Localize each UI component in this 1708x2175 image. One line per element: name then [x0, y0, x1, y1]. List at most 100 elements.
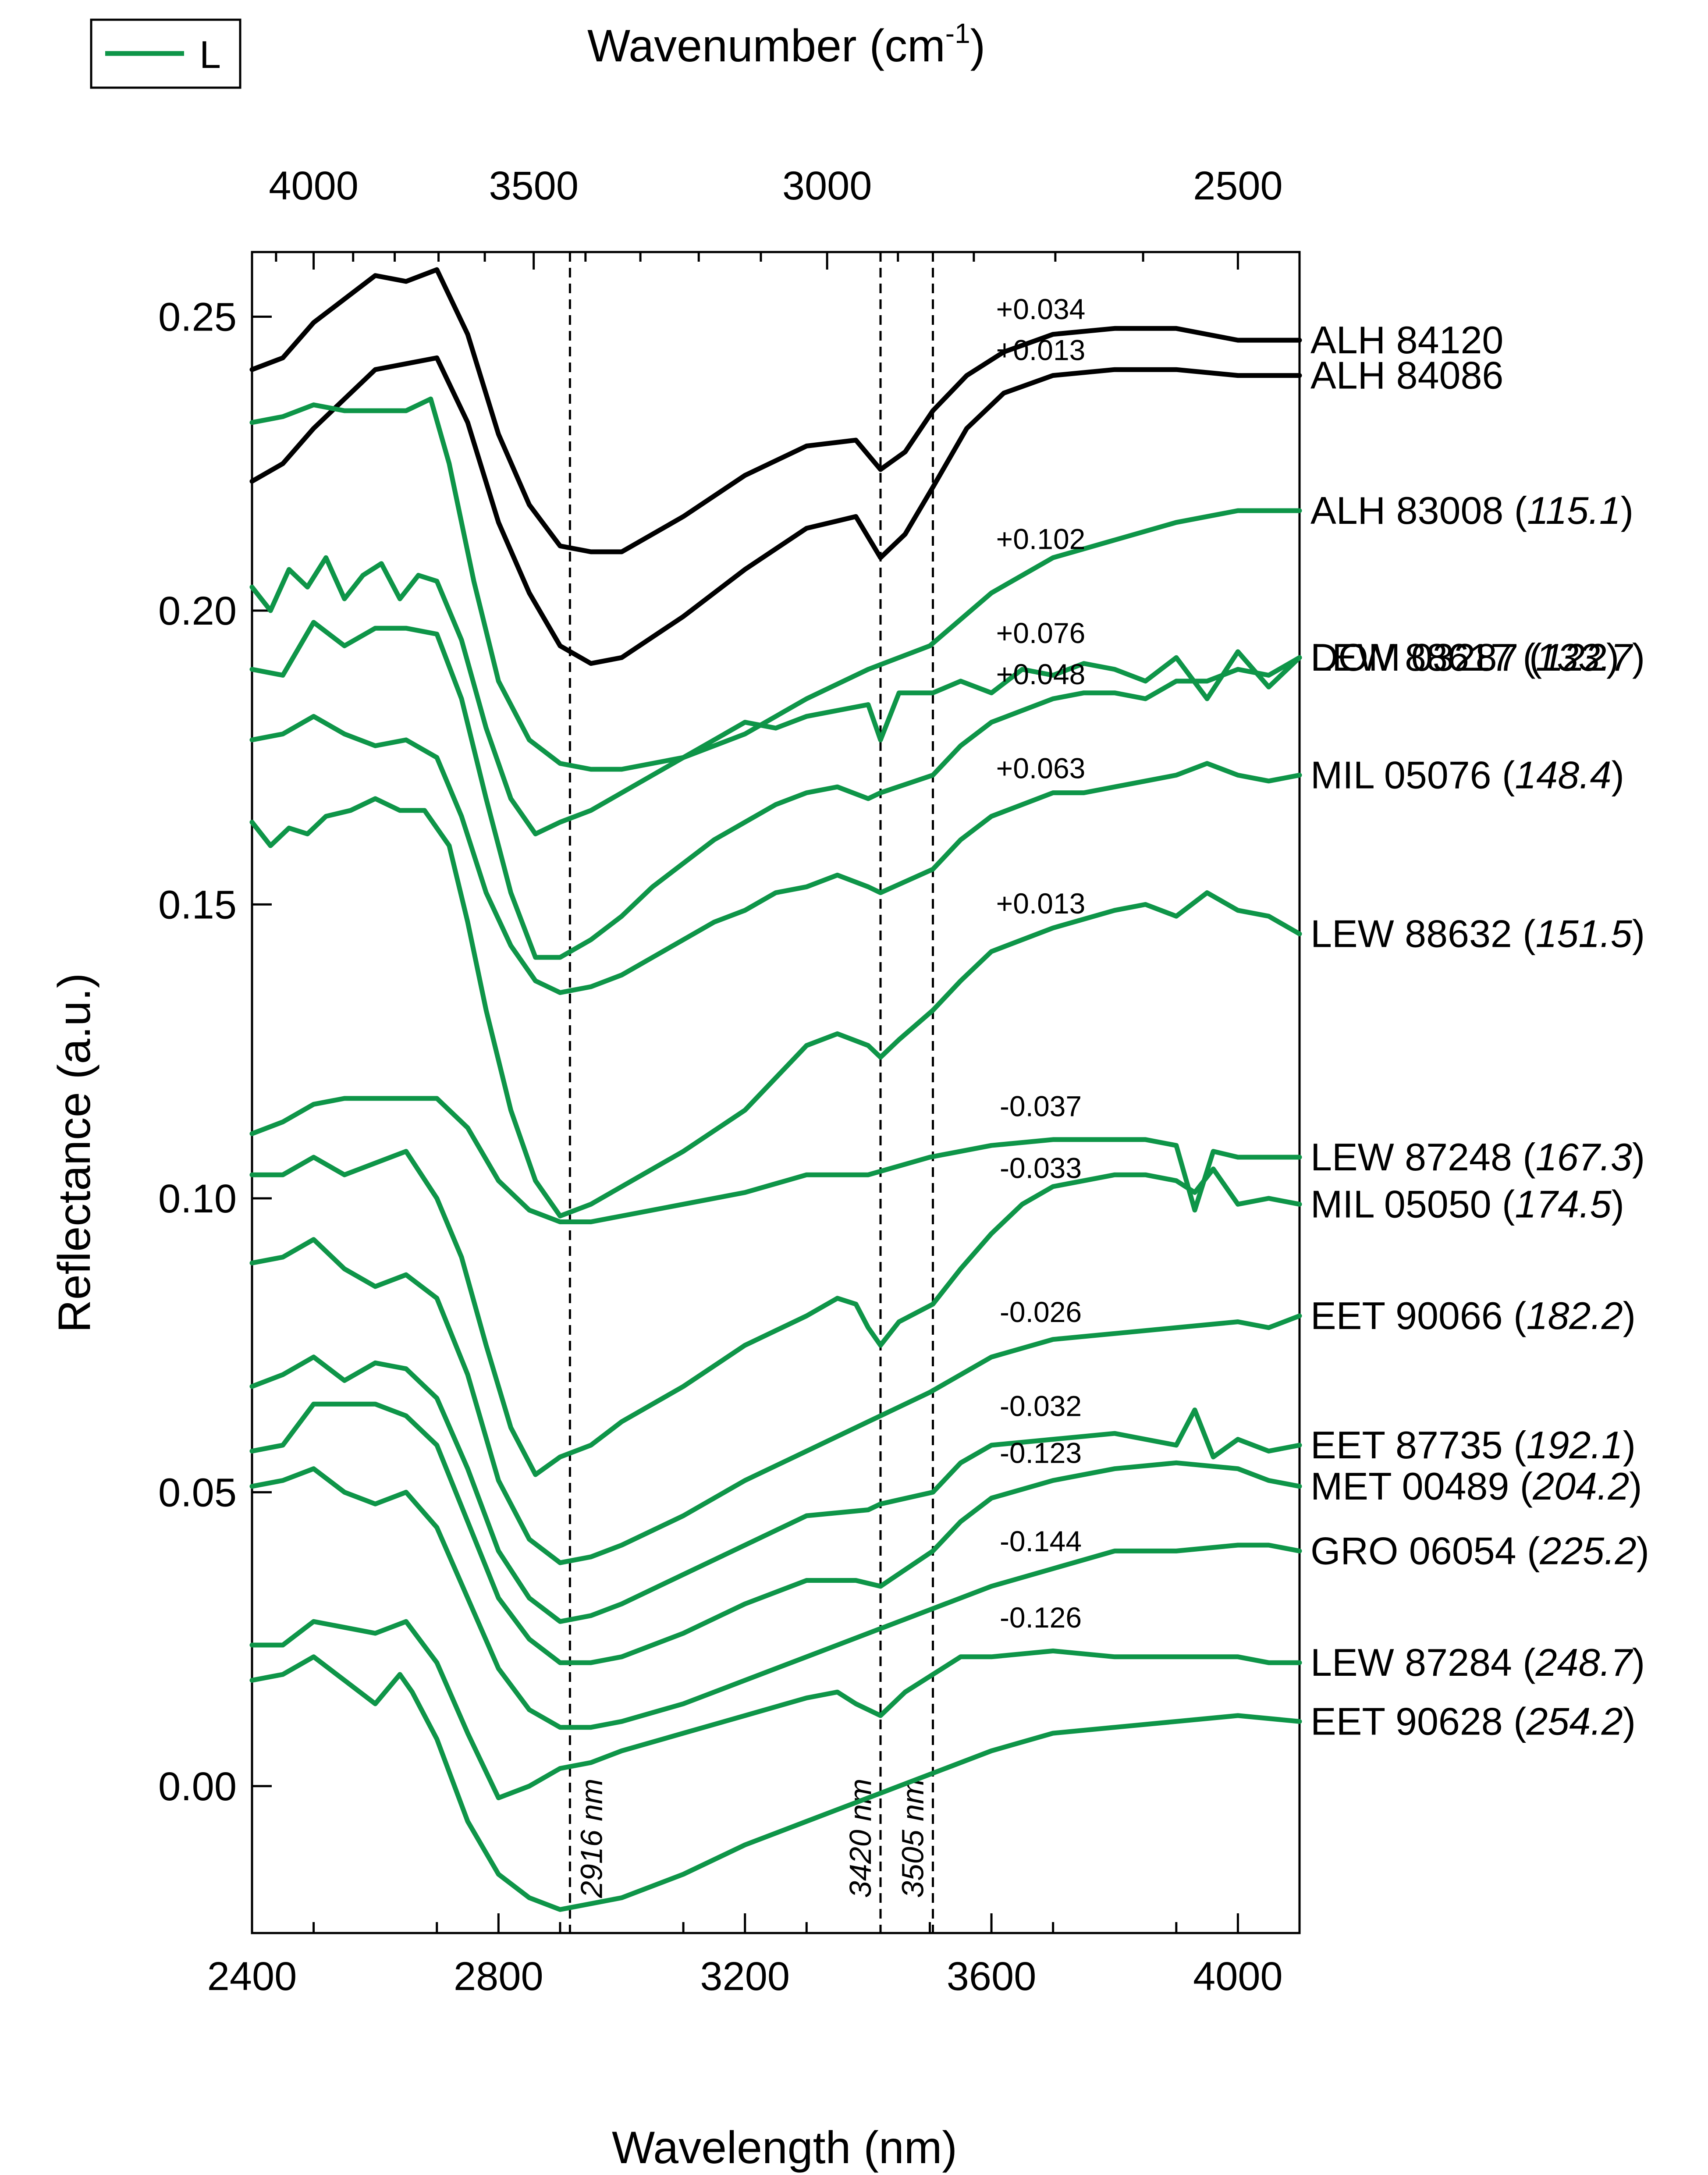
series-value-text: 133.7 — [1536, 636, 1633, 679]
series-line-lew-87284 — [249, 1619, 1302, 1801]
offset-label-mil-05076: +0.063 — [996, 752, 1086, 784]
series-name-text: LEW 87248 ( — [1310, 1135, 1536, 1179]
series-line-dom-03287 — [249, 555, 1302, 836]
top-axis-title: Wavenumber (cm-1) — [587, 18, 985, 71]
series-name-text: LEW 88632 ( — [1310, 912, 1536, 955]
top-axis-title-main: Wavenumber (cm — [587, 21, 945, 71]
offset-label-lew-88617: +0.048 — [996, 658, 1086, 690]
series-value-text: 254.2 — [1526, 1699, 1623, 1743]
x-tick-label-3200: 3200 — [700, 1954, 790, 1999]
y-tick-label-5: 0.25 — [158, 295, 237, 340]
series-name-met-00489: MET 00489 (204.2) — [1310, 1464, 1642, 1508]
x-tick-label-2400: 2400 — [207, 1954, 297, 1999]
axis-ticks: 2400 2800 3200 3600 4000 0.00 0.05 0.10 0.15 0.20… — [158, 163, 1283, 1999]
series-line-alh-84086 — [249, 355, 1302, 666]
series-value-text: 204.2 — [1532, 1464, 1629, 1508]
series-value-close: ) — [1623, 1423, 1636, 1467]
series-value-text: 115.1 — [1527, 489, 1621, 532]
series-line-lew-88617 — [249, 620, 1302, 960]
plot-frame — [251, 251, 1301, 1934]
series-name-lew-88632: LEW 88632 (151.5) — [1310, 912, 1645, 955]
ref-label-2916: 2916 nm — [574, 1779, 608, 1898]
legend: L — [90, 18, 241, 89]
series-name-lew-87284: LEW 87284 (248.7) — [1310, 1641, 1645, 1684]
series-value-text: 167.3 — [1536, 1135, 1632, 1179]
series-line-lew-88632 — [249, 796, 1302, 1219]
series-name-gro-06054: GRO 06054 (225.2) — [1310, 1529, 1649, 1572]
series-name-eet-90066: EET 90066 (182.2) — [1310, 1294, 1636, 1337]
series-name-text: EET 87735 ( — [1310, 1423, 1526, 1467]
offset-label-eet-90066: -0.026 — [1000, 1296, 1082, 1328]
series-value-close: ) — [1606, 636, 1619, 679]
series-name-text: ALH 84086 — [1310, 354, 1503, 397]
series-value-text: 174.5 — [1515, 1182, 1612, 1226]
x-axis-title: Wavelength (nm) — [612, 2122, 957, 2173]
series-line-alh-84120 — [249, 267, 1302, 554]
series-name-alh-83008: ALH 83008 (115.1) — [1310, 489, 1633, 532]
y-tick-label-2: 0.10 — [158, 1176, 237, 1221]
series-name-dom-03287: DOM 03287 (122) — [1310, 636, 1619, 679]
top-axis-title-end: ) — [970, 21, 986, 71]
series-name-text: LEW 88617 ( — [1310, 636, 1536, 679]
offset-label-met-00489: -0.123 — [1000, 1437, 1082, 1469]
series-line-alh-83008 — [249, 396, 1302, 772]
series-name-mil-05050: MIL 05050 (174.5) — [1310, 1182, 1624, 1226]
offset-label-eet-87735: -0.032 — [1000, 1390, 1082, 1422]
offset-label-alh-84120: +0.034 — [996, 293, 1086, 325]
series-value-text: 122 — [1542, 636, 1606, 679]
series-name-lew-87248: LEW 87248 (167.3) — [1310, 1135, 1645, 1179]
y-tick-label-4: 0.20 — [158, 589, 237, 633]
y-tick-label-1: 0.05 — [158, 1470, 237, 1515]
series-line-eet-87735 — [249, 1354, 1302, 1624]
series-name-text: EET 90066 ( — [1310, 1294, 1526, 1337]
series-value-close: ) — [1612, 1182, 1624, 1226]
series-value-close: ) — [1612, 753, 1624, 796]
series-value-text: 148.4 — [1515, 753, 1611, 796]
top-axis-title-sup: -1 — [945, 18, 970, 49]
ref-label-3505: 3505 nm — [896, 1779, 930, 1898]
series-line-mil-05076 — [249, 714, 1302, 995]
top-tick-label-3500: 3500 — [489, 163, 579, 208]
series-name-lew-88617: LEW 88617 (133.7) — [1310, 636, 1645, 679]
series-value-close: ) — [1632, 1135, 1645, 1179]
series-value-close: ) — [1632, 912, 1645, 955]
series-line-eet-90628 — [249, 1654, 1302, 1912]
series-value-close: ) — [1623, 1294, 1636, 1337]
series-value-close: ) — [1621, 489, 1633, 532]
series-name-text: ALH 83008 ( — [1310, 489, 1527, 532]
x-tick-label-3600: 3600 — [947, 1954, 1037, 1999]
series-name-text: EET 90628 ( — [1310, 1699, 1526, 1743]
top-tick-label-4000: 4000 — [269, 163, 359, 208]
x-tick-label-2800: 2800 — [454, 1954, 543, 1999]
series-name-eet-90628: EET 90628 (254.2) — [1310, 1699, 1636, 1743]
series-name-text: MIL 05050 ( — [1310, 1182, 1515, 1226]
series-name-text: LEW 87284 ( — [1310, 1641, 1536, 1684]
y-tick-label-0: 0.00 — [158, 1764, 237, 1809]
reference-lines: 2916 nm 3420 nm 3505 nm — [568, 252, 934, 1933]
top-tick-label-3000: 3000 — [782, 163, 872, 208]
y-tick-label-3: 0.15 — [158, 882, 237, 927]
offset-label-lew-87248: -0.037 — [1000, 1090, 1082, 1122]
offset-label-alh-83008: +0.102 — [996, 523, 1086, 555]
series-line-eet-90066 — [249, 1237, 1302, 1565]
series-name-text: MET 00489 ( — [1310, 1464, 1533, 1508]
series-value-text: 248.7 — [1535, 1641, 1633, 1684]
offset-label-mil-05050: -0.033 — [1000, 1151, 1082, 1184]
series-value-close: ) — [1629, 1464, 1642, 1508]
series-labels: ALH 84120 +0.034 ALH 84086 +0.013 ALH 83008 … — [996, 293, 1649, 1743]
series-line-lew-87248 — [249, 1096, 1302, 1224]
series-value-close: ) — [1623, 1699, 1636, 1743]
series-name-alh-84086: ALH 84086 — [1310, 354, 1503, 397]
offset-label-alh-84086: +0.013 — [996, 334, 1086, 366]
series-name-mil-05076: MIL 05076 (148.4) — [1310, 753, 1624, 796]
series-line-mil-05050 — [249, 1149, 1302, 1477]
series-name-text: ALH 84120 — [1310, 318, 1503, 362]
series-name-alh-84120: ALH 84120 — [1310, 318, 1503, 362]
offset-label-gro-06054: -0.144 — [1000, 1525, 1082, 1557]
x-tick-label-4000: 4000 — [1193, 1954, 1283, 1999]
series-name-text: GRO 06054 ( — [1310, 1529, 1540, 1572]
series-name-text: MIL 05076 ( — [1310, 753, 1515, 796]
series-line-met-00489 — [249, 1401, 1302, 1665]
series-value-text: 151.5 — [1536, 912, 1633, 955]
top-tick-label-2500: 2500 — [1193, 163, 1283, 208]
